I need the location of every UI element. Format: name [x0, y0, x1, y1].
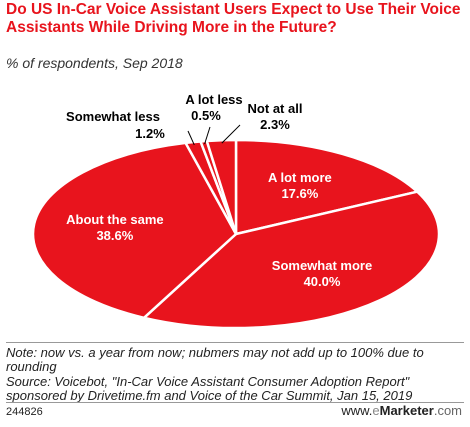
- divider-top: [6, 342, 464, 343]
- source-text: Source: Voicebot, "In-Car Voice Assistan…: [6, 373, 413, 403]
- slice-label-not-at-all: Not at all: [248, 101, 303, 116]
- leader-line-not-at-all: [221, 124, 241, 144]
- emarketer-logo: www.eMarketer.com: [341, 403, 462, 418]
- slice-label-about-the-same: About the same: [66, 212, 164, 227]
- pie-slice-somewhat-more: [142, 190, 441, 330]
- note-text: Note: now vs. a year from now; nubmers m…: [6, 345, 424, 375]
- leader-line-somewhat-less: [187, 130, 195, 146]
- slice-value-a-lot-less: 0.5%: [191, 108, 221, 123]
- slice-value-about-the-same: 38.6%: [96, 228, 133, 243]
- slice-label-a-lot-less: A lot less: [185, 92, 242, 107]
- slice-value-a-lot-more: 17.6%: [281, 186, 318, 201]
- slice-value-somewhat-more: 40.0%: [304, 274, 341, 289]
- pie-slice-not-at-all: [205, 138, 238, 236]
- pie-slice-about-the-same: [31, 141, 238, 320]
- slice-value-somewhat-less: 1.2%: [135, 126, 165, 141]
- chart-title: Do US In-Car Voice Assistant Users Expec…: [6, 1, 461, 36]
- divider-bottom: [6, 402, 464, 403]
- slice-label-somewhat-more: Somewhat more: [272, 258, 372, 273]
- chart-id: 244826: [6, 406, 43, 418]
- slice-label-somewhat-less: Somewhat less: [66, 109, 160, 124]
- slice-value-not-at-all: 2.3%: [260, 117, 290, 132]
- leader-line-a-lot-less: [204, 126, 211, 145]
- chart-notes: Note: now vs. a year from now; nubmers m…: [6, 345, 464, 403]
- pie-slice-a-lot-more: [234, 138, 419, 236]
- slice-label-a-lot-more: A lot more: [268, 170, 332, 185]
- chart-subtitle: % of respondents, Sep 2018: [6, 55, 183, 71]
